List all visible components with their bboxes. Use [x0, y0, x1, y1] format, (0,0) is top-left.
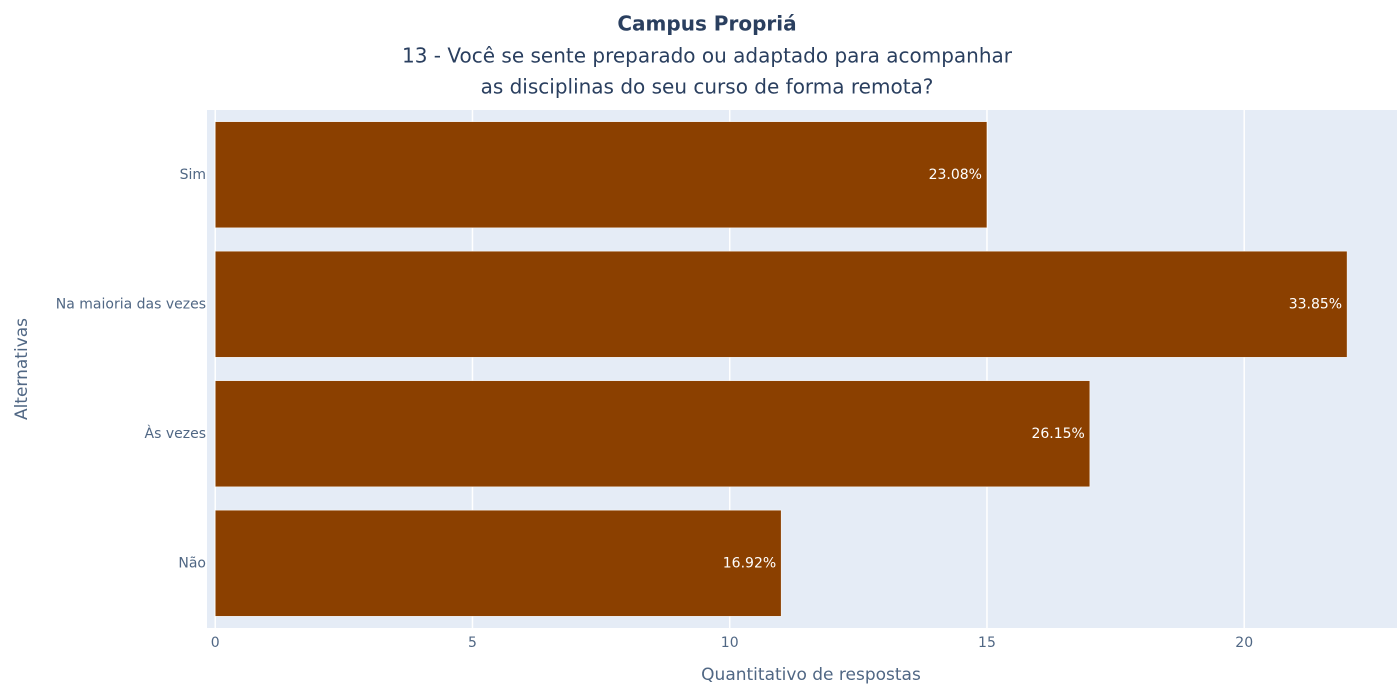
y-axis-title: Alternativas: [12, 318, 32, 420]
x-tick-label: 10: [721, 635, 739, 651]
x-axis-title: Quantitativo de respostas: [701, 665, 921, 685]
x-tick-label: 5: [468, 635, 477, 651]
x-tick-label: 20: [1235, 635, 1253, 651]
chart-subtitle: as disciplinas do seu curso de forma rem…: [481, 75, 934, 99]
x-tick-label: 0: [211, 635, 220, 651]
y-tick-label: Não: [178, 555, 206, 571]
bar-label: 26.15%: [1031, 426, 1084, 442]
y-tick-label: Às vezes: [145, 425, 206, 442]
y-tick-label: Na maioria das vezes: [56, 296, 206, 312]
bar: [214, 250, 1348, 358]
bar: [214, 509, 782, 617]
bar-label: 23.08%: [929, 167, 982, 183]
bar-label: 16.92%: [723, 555, 776, 571]
y-tick-label: Sim: [180, 167, 206, 183]
chart-subtitle: 13 - Você se sente preparado ou adaptado…: [402, 44, 1013, 68]
bar: [214, 121, 988, 229]
chart-title: Campus Propriá: [617, 12, 796, 36]
x-tick-label: 15: [978, 635, 996, 651]
bar: [214, 380, 1091, 488]
bar-label: 33.85%: [1289, 296, 1342, 312]
